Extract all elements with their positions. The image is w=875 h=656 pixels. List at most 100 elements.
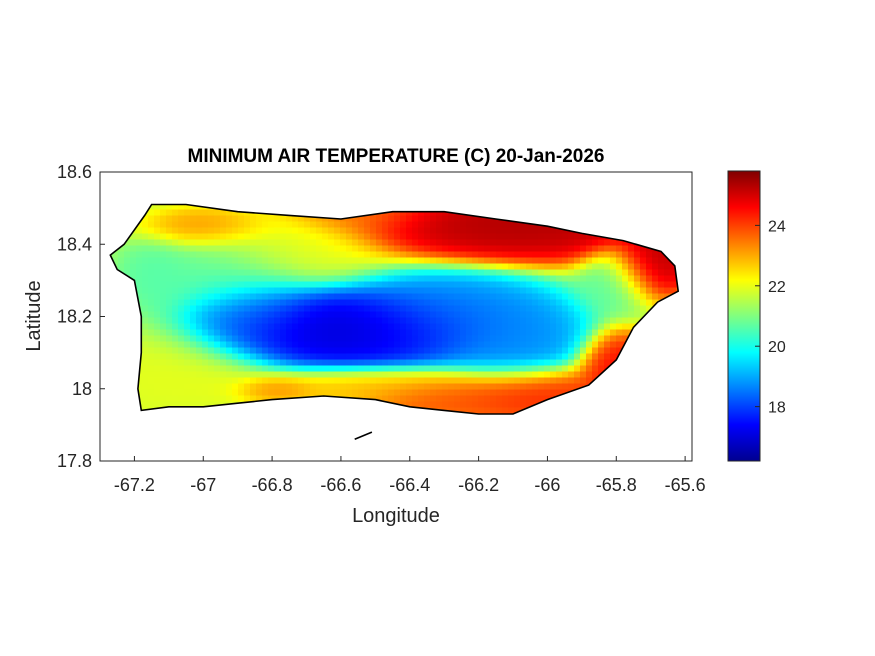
temperature-cell [166, 232, 173, 240]
temperature-cell [334, 346, 341, 354]
temperature-cell [124, 262, 131, 270]
temperature-cell [268, 274, 275, 282]
temperature-cell [514, 220, 521, 228]
temperature-cell [142, 250, 149, 258]
temperature-cell [268, 346, 275, 354]
temperature-cell [394, 232, 401, 240]
temperature-cell [286, 382, 293, 390]
temperature-cell [244, 364, 251, 372]
temperature-cell [364, 304, 371, 312]
temperature-cell [472, 364, 479, 372]
temperature-cell [586, 340, 593, 348]
temperature-cell [478, 250, 485, 258]
temperature-cell [466, 400, 473, 408]
temperature-cell [184, 292, 191, 300]
temperature-cell [334, 280, 341, 288]
temperature-cell [256, 364, 263, 372]
temperature-cell [370, 322, 377, 330]
temperature-cell [166, 382, 173, 390]
temperature-cell [148, 204, 155, 210]
temperature-cell [334, 238, 341, 246]
temperature-cell [310, 298, 317, 306]
temperature-cell [292, 250, 299, 258]
temperature-cell [454, 232, 461, 240]
temperature-cell [202, 340, 209, 348]
temperature-cell [574, 376, 581, 384]
temperature-cell [178, 286, 185, 294]
temperature-cell [292, 262, 299, 270]
temperature-cell [412, 400, 419, 408]
temperature-cell [364, 250, 371, 258]
temperature-cell [172, 310, 179, 318]
temperature-cell [178, 262, 185, 270]
temperature-cell [496, 376, 503, 384]
temperature-cell [280, 250, 287, 258]
temperature-cell [172, 328, 179, 336]
temperature-cell [220, 322, 227, 330]
temperature-cell [346, 298, 353, 306]
temperature-cell [550, 268, 557, 276]
temperature-cell [166, 388, 173, 396]
temperature-cell [430, 250, 437, 258]
temperature-cell [346, 334, 353, 342]
temperature-cell [502, 238, 509, 246]
temperature-cell [520, 382, 527, 390]
temperature-cell [340, 220, 347, 228]
temperature-cell [328, 274, 335, 282]
temperature-cell [406, 274, 413, 282]
temperature-cell [466, 346, 473, 354]
temperature-cell [556, 298, 563, 306]
temperature-cell [322, 274, 329, 282]
temperature-cell [424, 322, 431, 330]
temperature-cell [610, 238, 617, 246]
temperature-cell [418, 280, 425, 288]
temperature-cell [370, 394, 377, 402]
temperature-cell [346, 280, 353, 288]
temperature-cell [472, 292, 479, 300]
temperature-cell [442, 232, 449, 240]
temperature-cell [388, 388, 395, 396]
temperature-cell [598, 286, 605, 294]
temperature-cell [532, 232, 539, 240]
temperature-cell [226, 274, 233, 282]
temperature-cell [142, 280, 149, 288]
temperature-cell [154, 232, 161, 240]
temperature-cell [550, 250, 557, 258]
temperature-cell [562, 286, 569, 294]
temperature-cell [592, 334, 599, 342]
temperature-cell [544, 268, 551, 276]
temperature-cell [310, 256, 317, 264]
temperature-cell [172, 316, 179, 324]
temperature-cell [274, 370, 281, 378]
temperature-cell [622, 274, 629, 282]
temperature-cell [520, 346, 527, 354]
temperature-cell [454, 322, 461, 330]
temperature-cell [172, 232, 179, 240]
temperature-cell [418, 328, 425, 336]
temperature-cell [418, 370, 425, 378]
temperature-cell [556, 310, 563, 318]
temperature-cell [346, 364, 353, 372]
temperature-cell [214, 256, 221, 264]
temperature-cell [340, 304, 347, 312]
temperature-cell [658, 262, 665, 270]
temperature-cell [172, 204, 179, 210]
temperature-cell [574, 328, 581, 336]
temperature-cell [220, 220, 227, 228]
temperature-cell [214, 298, 221, 306]
temperature-cell [316, 388, 323, 396]
temperature-cell [526, 328, 533, 336]
temperature-cell [364, 310, 371, 318]
temperature-cell [556, 286, 563, 294]
temperature-cell [298, 352, 305, 360]
temperature-cell [658, 286, 665, 294]
temperature-cell [346, 304, 353, 312]
temperature-cell [598, 256, 605, 264]
temperature-cell [280, 382, 287, 390]
temperature-cell [370, 316, 377, 324]
temperature-cell [262, 226, 269, 234]
temperature-cell [490, 328, 497, 336]
temperature-cell [142, 220, 149, 228]
temperature-cell [208, 334, 215, 342]
temperature-cell [166, 310, 173, 318]
